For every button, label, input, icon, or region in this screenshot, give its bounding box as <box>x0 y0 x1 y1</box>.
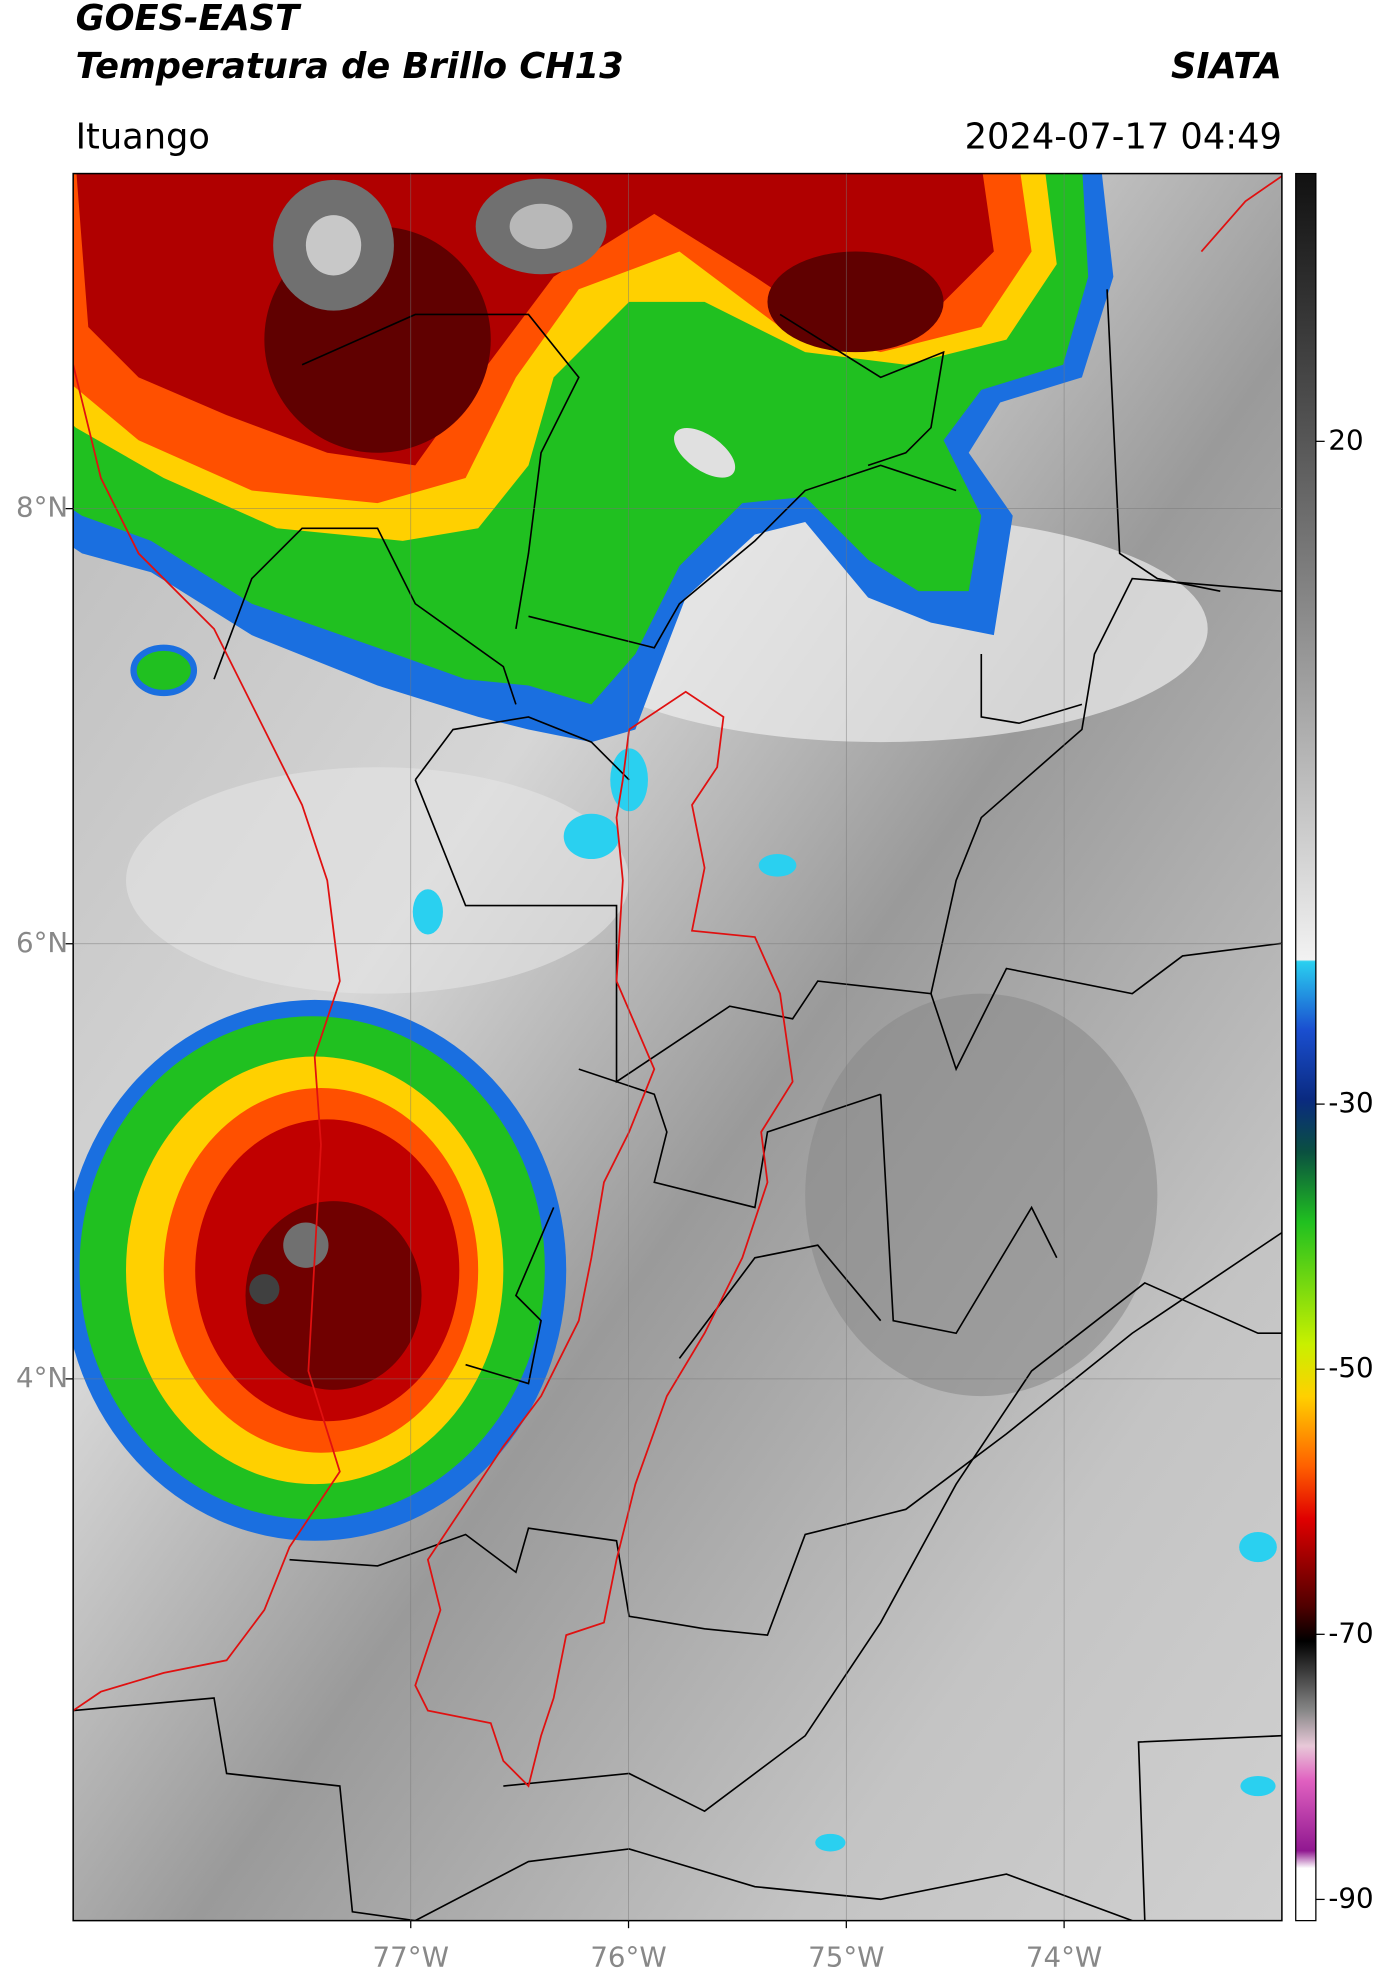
colorbar-tick-label: -50 <box>1328 1351 1373 1384</box>
y-tick-label: 6°N <box>16 926 68 959</box>
source: SIATA <box>1171 46 1282 87</box>
graticule <box>73 173 1282 1921</box>
colorbar <box>1295 172 1317 1922</box>
y-tick-label: 4°N <box>16 1361 68 1394</box>
satellite-image <box>73 173 1282 1921</box>
x-tick-label: 77°W <box>373 1940 449 1973</box>
y-tick-label: 8°N <box>16 491 68 524</box>
datetime: 2024-07-17 04:49 <box>965 116 1282 157</box>
x-tick-label: 76°W <box>590 1940 666 1973</box>
title: GOES-EAST <box>76 0 302 39</box>
colorbar-tick-label: 20 <box>1328 423 1363 456</box>
subtitle: Temperatura de Brillo CH13 <box>76 46 624 87</box>
colorbar-tick-label: -90 <box>1328 1881 1373 1914</box>
map-frame <box>72 172 1283 1922</box>
colorbar-ticks: 20 -30 -50 -70 -90 <box>1315 423 1374 1914</box>
map-axes: 77°W 76°W 75°W 74°W 8°N 6°N 4°N <box>16 491 1102 1974</box>
colorbar-tick-label: -30 <box>1328 1086 1373 1119</box>
x-tick-label: 74°W <box>1026 1940 1102 1973</box>
location: Ituango <box>76 116 210 157</box>
x-tick-label: 75°W <box>808 1940 884 1973</box>
colorbar-tick-label: -70 <box>1328 1616 1373 1649</box>
